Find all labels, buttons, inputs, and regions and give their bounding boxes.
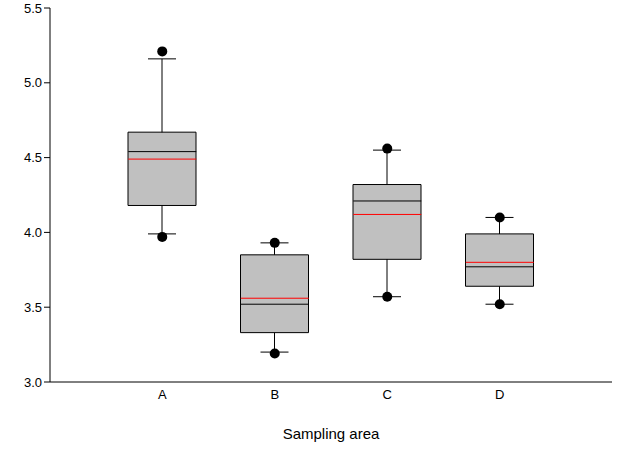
svg-text:Sampling area: Sampling area: [283, 425, 380, 442]
svg-text:3.0: 3.0: [24, 375, 42, 390]
svg-text:5.0: 5.0: [24, 75, 42, 90]
svg-text:B: B: [270, 387, 279, 402]
svg-text:C: C: [383, 387, 392, 402]
svg-text:3.5: 3.5: [24, 300, 42, 315]
svg-text:4.0: 4.0: [24, 225, 42, 240]
svg-text:5.5: 5.5: [24, 1, 42, 16]
svg-text:4.5: 4.5: [24, 150, 42, 165]
svg-text:D: D: [495, 387, 504, 402]
svg-text:A: A: [158, 387, 167, 402]
